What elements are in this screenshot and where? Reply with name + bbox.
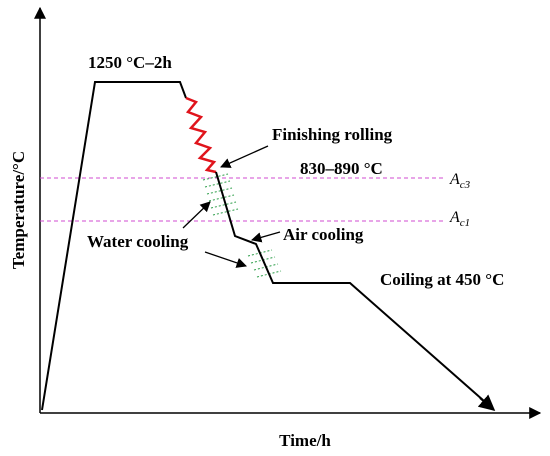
ac3-sub: c3 [460, 179, 471, 191]
air-arrow [251, 231, 281, 243]
air-label: Air cooling [283, 225, 364, 244]
ac3-main: A [449, 171, 460, 188]
water-hatch [202, 173, 282, 278]
ac1-main: A [449, 209, 460, 226]
finishing-range: 830–890 °C [300, 159, 383, 178]
ac1-sub: c1 [460, 217, 470, 229]
coiling-label: Coiling at 450 °C [380, 270, 504, 289]
rolling-zigzag [185, 96, 217, 174]
finishing-title: Finishing rolling [272, 125, 393, 144]
finishing-arrow [220, 145, 269, 168]
profile-cooling [215, 171, 493, 409]
hold-label: 1250 °C–2h [88, 53, 172, 72]
water-label: Water cooling [87, 232, 189, 251]
x-axis-label: Time/h [279, 431, 331, 450]
water-arrow-1 [182, 201, 211, 229]
profile-heating [41, 81, 187, 411]
profile-arrow [477, 394, 496, 412]
water-arrow-2 [204, 251, 247, 268]
y-axis-label: Temperature/°C [9, 151, 28, 269]
ac1-label: Ac1 [449, 209, 470, 229]
ac3-label: Ac3 [449, 171, 471, 191]
